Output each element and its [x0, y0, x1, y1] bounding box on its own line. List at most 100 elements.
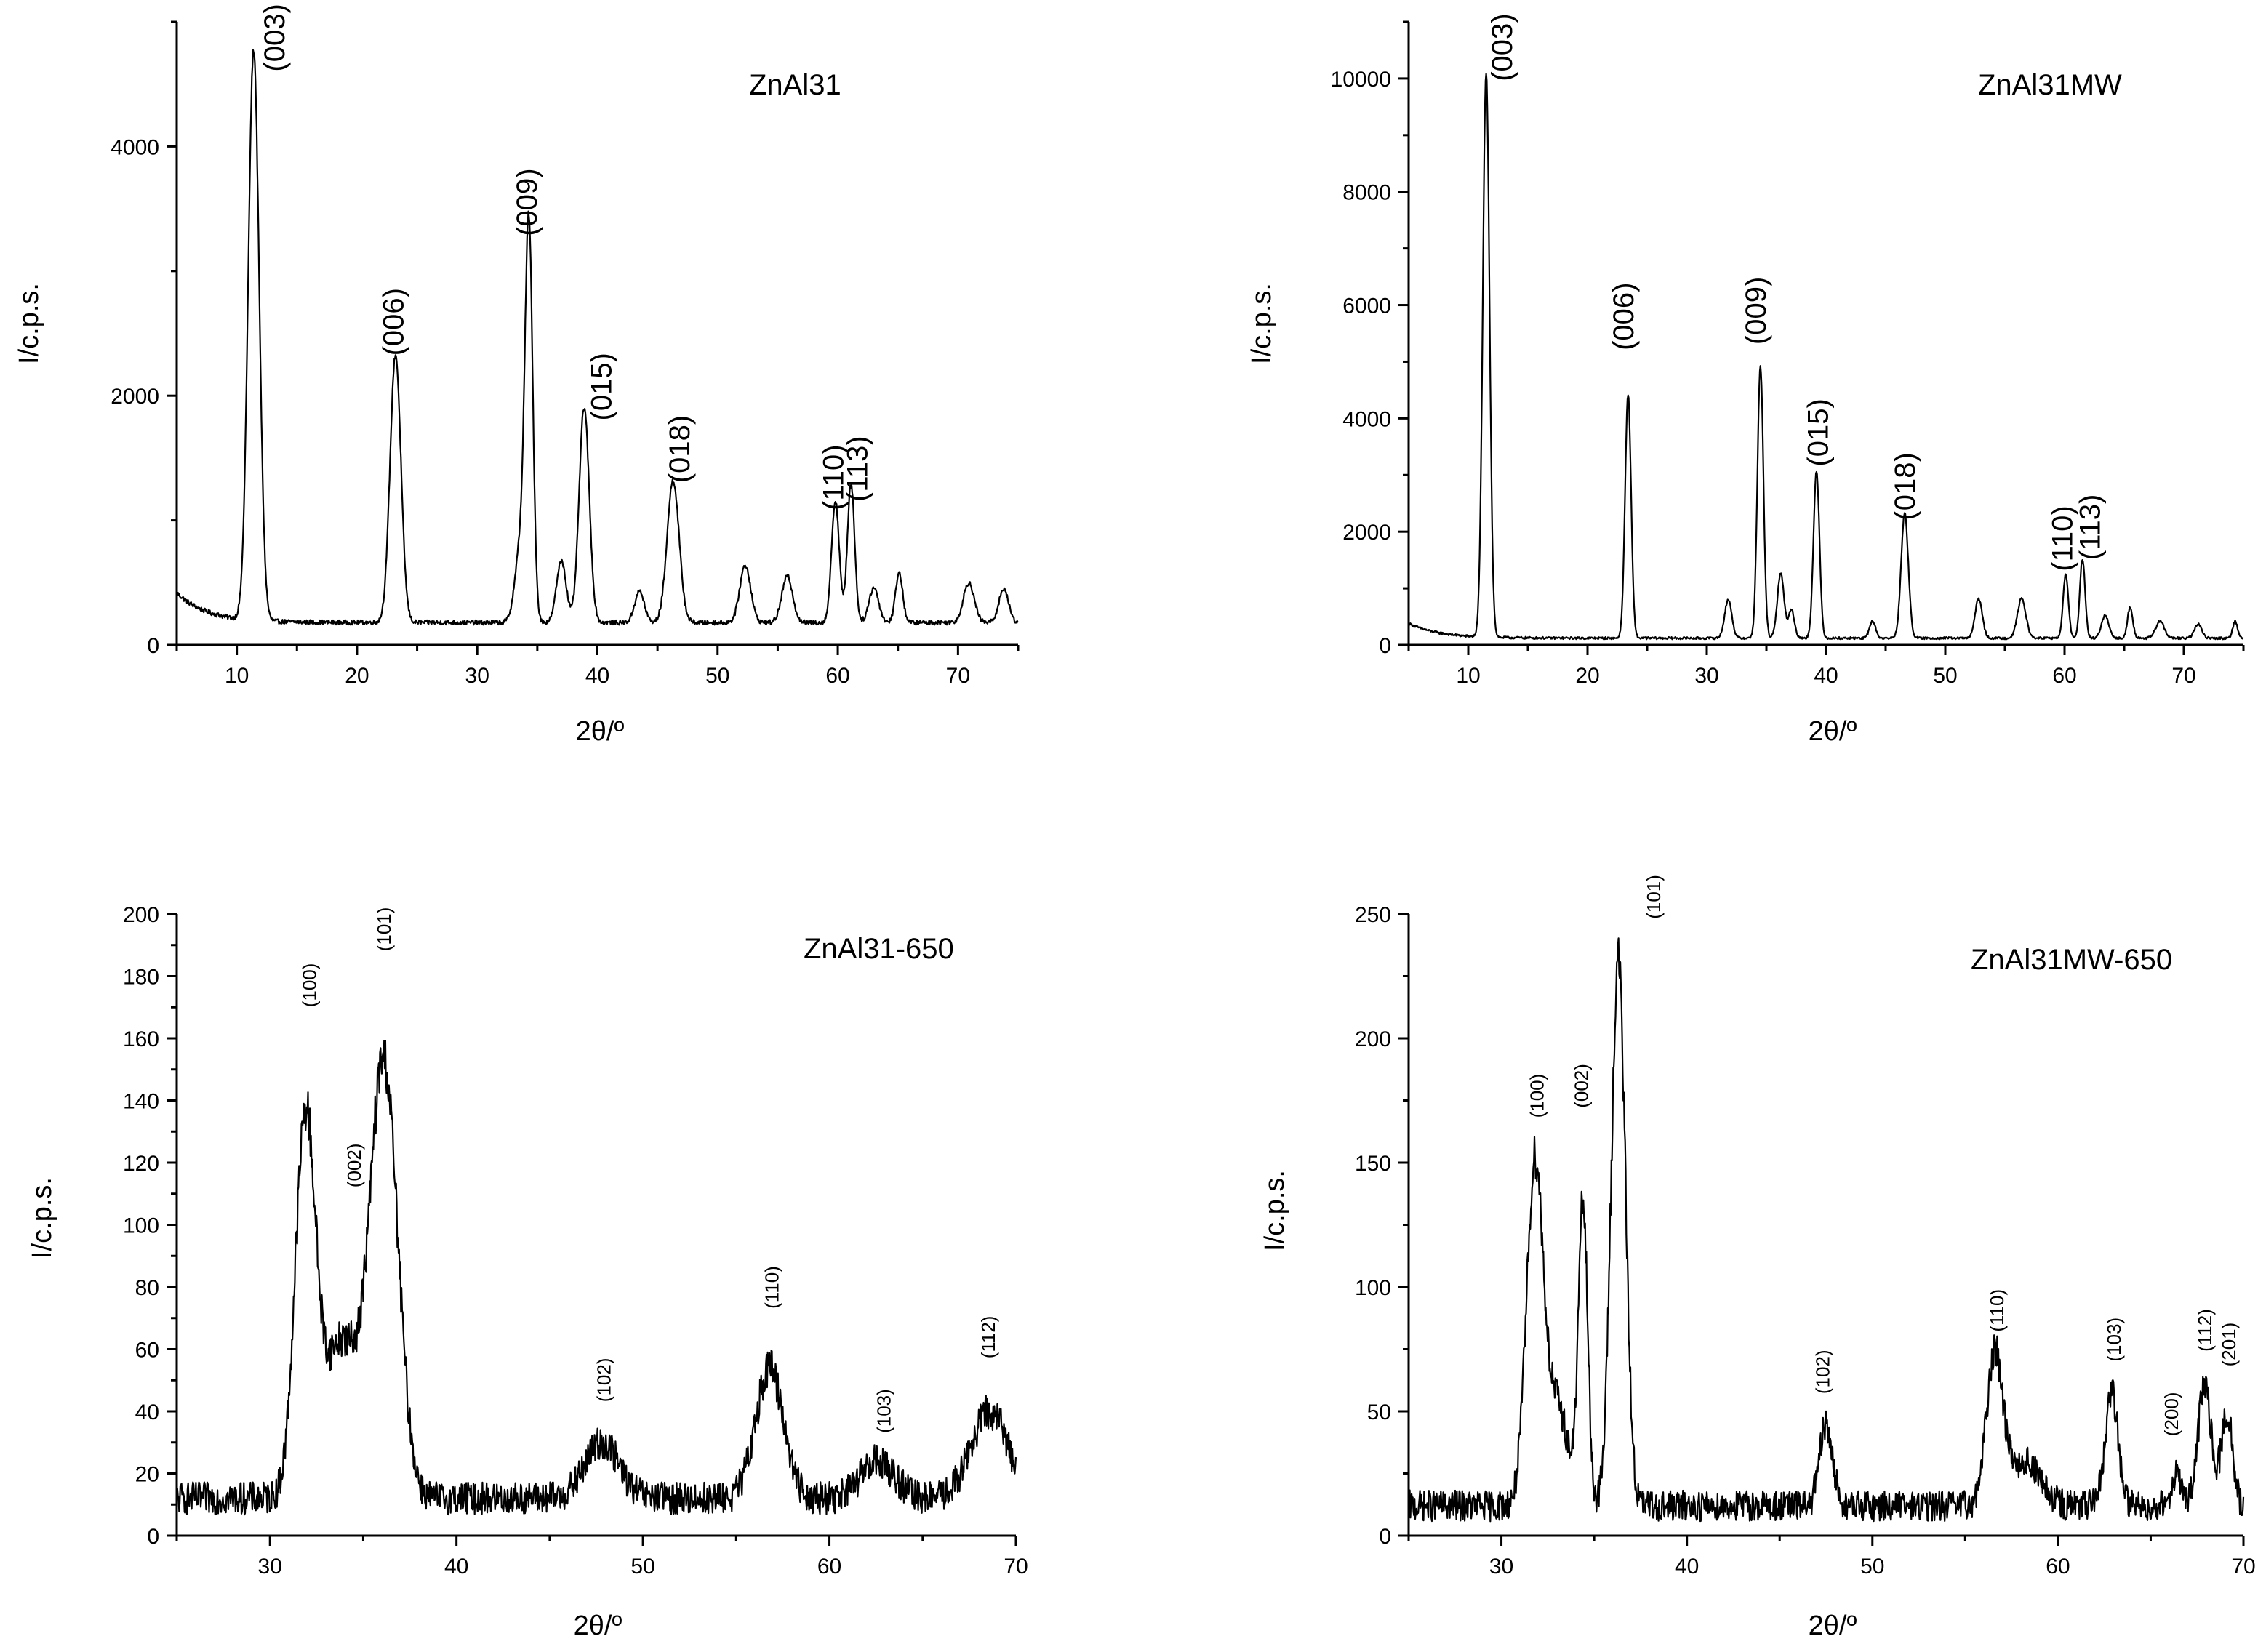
x-tick-label: 60 — [825, 664, 849, 688]
diffraction-trace — [1407, 73, 2244, 641]
y-tick-label: 200 — [1355, 1027, 1391, 1051]
x-tick-label: 60 — [2046, 1555, 2070, 1579]
y-tick-label: 0 — [1379, 1525, 1391, 1549]
y-tick-label: 4000 — [111, 135, 159, 159]
y-axis-title: I/c.p.s. — [27, 1177, 57, 1259]
x-tick-label: 30 — [465, 664, 489, 688]
x-tick-label: 50 — [1860, 1555, 1884, 1579]
peak-label: (112) — [2194, 1309, 2216, 1352]
x-tick-label: 70 — [946, 664, 970, 688]
peak-label: (103) — [2103, 1318, 2125, 1362]
peak-label: (015) — [1802, 398, 1834, 466]
y-tick-label: 140 — [123, 1090, 159, 1114]
chart-panel-zna31mw: ZnAl31MW I/c.p.s. 2θ/º 10 20 30 40 50 60 70 0 20… — [1246, 13, 2245, 747]
x-tick-label: 50 — [705, 664, 729, 688]
peak-label: (006) — [1608, 283, 1640, 350]
diffraction-trace — [175, 49, 1019, 626]
x-tick-label: 30 — [1694, 664, 1718, 688]
x-tick-label: 60 — [2052, 664, 2076, 688]
x-tick-label: 40 — [585, 664, 609, 688]
x-tick-label: 60 — [817, 1555, 841, 1579]
peak-label: (102) — [1811, 1350, 1833, 1394]
y-tick-label: 150 — [1355, 1152, 1391, 1176]
peak-label: (101) — [1643, 875, 1665, 919]
y-tick-label: 100 — [123, 1214, 159, 1238]
chart-panel-zna31-650: ZnAl31-650 I/c.p.s. 2θ/º 30 40 50 60 70 0 20 40… — [27, 903, 1028, 1641]
x-tick-label: 50 — [1933, 664, 1957, 688]
x-tick-label: 30 — [258, 1555, 282, 1579]
chart-title: ZnAl31MW-650 — [1971, 944, 2172, 976]
y-tick-label: 20 — [135, 1463, 159, 1487]
y-tick-label: 8000 — [1342, 181, 1391, 205]
peak-label: (200) — [2161, 1392, 2182, 1436]
x-axis-title: 2θ/º — [1809, 716, 1857, 747]
peak-label: (003) — [1486, 13, 1518, 81]
y-tick-label: 4000 — [1342, 407, 1391, 431]
peak-label: (201) — [2218, 1323, 2240, 1367]
peak-label: (015) — [585, 353, 617, 420]
peak-label: (002) — [1571, 1064, 1593, 1108]
peak-label: (006) — [377, 288, 409, 356]
x-tick-label: 10 — [1456, 664, 1480, 688]
y-tick-label: 2000 — [111, 385, 159, 409]
y-tick-label: 80 — [135, 1276, 159, 1300]
peak-label: (110) — [817, 444, 849, 510]
y-tick-label: 100 — [1355, 1276, 1391, 1300]
y-tick-label: 180 — [123, 966, 159, 990]
chart-panel-zna31: ZnAl31 I/c.p.s. 2θ/º 10 20 30 40 50 60 70 0 2000… — [14, 4, 1020, 747]
peak-label: (100) — [1526, 1074, 1548, 1118]
y-tick-label: 0 — [1379, 634, 1391, 658]
y-tick-label: 40 — [135, 1400, 159, 1424]
y-tick-label: 10000 — [1331, 68, 1391, 92]
chart-title: ZnAl31 — [749, 69, 841, 101]
peak-label: (112) — [977, 1316, 999, 1359]
x-tick-label: 40 — [1675, 1555, 1699, 1579]
y-axis-title: I/c.p.s. — [1260, 1170, 1290, 1251]
x-tick-label: 20 — [345, 664, 369, 688]
y-tick-label: 50 — [1367, 1400, 1391, 1424]
x-tick-label: 40 — [1814, 664, 1838, 688]
y-tick-label: 6000 — [1342, 294, 1391, 318]
peak-label: (009) — [1740, 277, 1772, 345]
peak-label: (100) — [298, 963, 320, 1008]
x-tick-label: 70 — [1004, 1555, 1028, 1579]
chart-title: ZnAl31-650 — [804, 933, 954, 965]
peak-label: (110) — [1986, 1289, 2008, 1332]
x-tick-label: 40 — [444, 1555, 468, 1579]
y-tick-label: 60 — [135, 1339, 159, 1363]
y-tick-label: 160 — [123, 1027, 159, 1051]
y-tick-label: 0 — [147, 634, 159, 658]
y-axis-title: I/c.p.s. — [14, 283, 44, 364]
y-tick-label: 2000 — [1342, 521, 1391, 545]
x-tick-label: 70 — [2171, 664, 2195, 688]
x-tick-label: 50 — [630, 1555, 654, 1579]
peak-label: (002) — [343, 1143, 365, 1187]
x-tick-label: 10 — [225, 664, 249, 688]
y-tick-label: 0 — [147, 1525, 159, 1549]
peak-label: (009) — [511, 168, 543, 236]
y-tick-label: 120 — [123, 1152, 159, 1176]
x-axis-title: 2θ/º — [574, 1611, 622, 1641]
peak-label: (101) — [373, 907, 395, 952]
y-axis-title: I/c.p.s. — [1246, 283, 1277, 364]
peak-label: (110) — [2047, 505, 2079, 571]
y-tick-label: 200 — [123, 903, 159, 927]
x-tick-label: 30 — [1489, 1555, 1513, 1579]
x-tick-label: 20 — [1575, 664, 1599, 688]
x-tick-label: 70 — [2231, 1555, 2255, 1579]
peak-label: (113) — [841, 436, 873, 501]
diffraction-trace — [1407, 937, 2245, 1523]
peak-label: (113) — [2074, 494, 2106, 560]
peak-label: (003) — [259, 4, 291, 71]
x-axis-title: 2θ/º — [576, 716, 625, 747]
diffraction-trace — [176, 1040, 1017, 1516]
peak-label: (018) — [1889, 452, 1921, 520]
chart-title: ZnAl31MW — [1978, 69, 2122, 101]
peak-label: (018) — [664, 415, 696, 483]
peak-label: (102) — [593, 1358, 615, 1402]
chart-panel-zna31mw-650: ZnAl31MW-650 I/c.p.s. 2θ/º 30 40 50 60 70 0 50… — [1260, 875, 2256, 1641]
peak-label: (110) — [761, 1266, 782, 1309]
peak-label: (103) — [873, 1389, 894, 1433]
y-tick-label: 250 — [1355, 903, 1391, 927]
